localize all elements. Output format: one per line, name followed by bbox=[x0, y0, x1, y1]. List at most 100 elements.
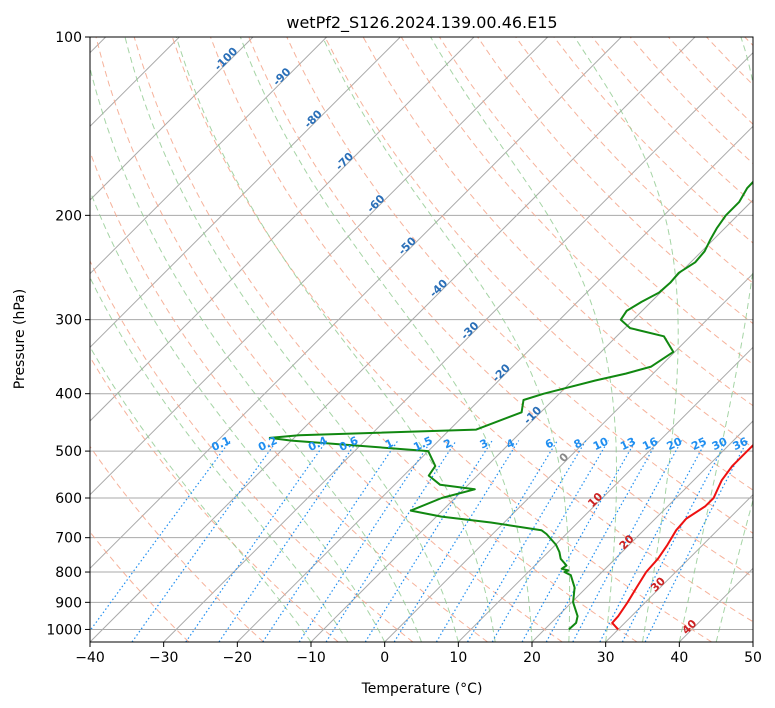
isotherm-label: -90 bbox=[270, 65, 293, 88]
isotherm-line bbox=[90, 37, 549, 496]
isotherm-label: -80 bbox=[302, 107, 325, 130]
mixing-ratio-line bbox=[521, 440, 637, 642]
isotherm-line bbox=[90, 37, 696, 642]
dry-adiabat-line bbox=[133, 37, 638, 642]
isotherm-label: -50 bbox=[396, 234, 419, 257]
moist-adiabat-line bbox=[175, 37, 496, 642]
dry-adiabat-line bbox=[553, 37, 753, 244]
x-tick-label: −20 bbox=[223, 650, 253, 666]
isotherm-line bbox=[236, 125, 753, 642]
x-tick-label: 20 bbox=[523, 650, 541, 666]
isotherm-label: 20 bbox=[617, 532, 637, 552]
axes: 0.1 0.2 0.4 0.6 1 1.5 2 3 4 6 8 10 13 16 20 25 30 36-100-… bbox=[46, 30, 762, 666]
mixing-ratio-line bbox=[466, 440, 587, 642]
mixing-ratio-label: 10 bbox=[591, 435, 611, 453]
dry-adiabat-line bbox=[324, 37, 753, 491]
y-tick-label: 600 bbox=[55, 491, 82, 507]
mixing-ratio-label: 16 bbox=[640, 435, 660, 453]
mixing-ratio-line bbox=[262, 440, 399, 642]
y-tick-label: 500 bbox=[55, 444, 82, 460]
x-tick-label: −30 bbox=[149, 650, 179, 666]
moist-adiabat-line bbox=[322, 37, 571, 642]
dry-adiabat-line bbox=[90, 259, 414, 642]
moist-adiabat-line bbox=[124, 37, 459, 642]
dry-adiabat-line bbox=[248, 37, 753, 578]
dewpoint-profile-line bbox=[268, 180, 753, 631]
isotherm-line bbox=[531, 420, 753, 642]
dry-adiabat-line bbox=[90, 445, 264, 642]
mixing-ratio-line bbox=[545, 440, 659, 642]
y-tick-label: 1000 bbox=[46, 622, 82, 638]
x-axis: −40 −30 −20 −10 0 10 20 30 40 50 bbox=[75, 642, 762, 666]
dry-adiabat-line bbox=[95, 37, 563, 642]
mixing-ratio-line bbox=[599, 440, 707, 642]
isotherm-line bbox=[90, 37, 328, 275]
isotherm-line bbox=[163, 51, 753, 642]
y-tick-label: 300 bbox=[55, 313, 82, 329]
isotherm-line bbox=[90, 37, 401, 349]
x-tick-label: 40 bbox=[670, 650, 688, 666]
isotherm-label: -40 bbox=[427, 277, 450, 300]
mixing-ratio-line bbox=[393, 440, 520, 642]
isotherm-label: 40 bbox=[679, 617, 699, 637]
x-axis-label: Temperature (°C) bbox=[361, 681, 483, 697]
dry-adiabat-line bbox=[171, 37, 712, 642]
mixing-ratio-line bbox=[621, 440, 728, 642]
isotherm-line bbox=[90, 37, 622, 570]
dry-adiabat-line bbox=[90, 356, 339, 642]
temperature-profile-line bbox=[611, 443, 753, 631]
isotherm-label: -70 bbox=[333, 150, 356, 173]
dry-adiabat-line bbox=[668, 37, 753, 125]
mixing-ratio-line bbox=[364, 440, 493, 642]
isotherm-line bbox=[457, 346, 753, 642]
moist-adiabat-line bbox=[239, 37, 533, 642]
moist-adiabat-line bbox=[90, 189, 386, 642]
dry-adiabat-line bbox=[744, 37, 753, 47]
dry-adiabat-line bbox=[515, 37, 753, 284]
mixing-ratio-label: 6 bbox=[543, 436, 556, 451]
x-tick-label: 30 bbox=[597, 650, 615, 666]
moist-adiabat-line bbox=[678, 37, 753, 642]
isotherm-line bbox=[90, 37, 475, 422]
dry-adiabat-line bbox=[591, 37, 753, 204]
moist-adiabat-line bbox=[574, 37, 679, 642]
isotherm-line bbox=[752, 641, 753, 642]
x-tick-label: −10 bbox=[296, 650, 326, 666]
mixing-ratio-line bbox=[218, 440, 358, 642]
isotherm-line bbox=[90, 37, 254, 201]
x-tick-label: 10 bbox=[449, 650, 467, 666]
mixing-ratio-label: 4 bbox=[504, 436, 517, 451]
moist-adiabat-line bbox=[430, 37, 617, 642]
mixing-ratio-label: 30 bbox=[710, 435, 730, 453]
mixing-ratio-label: 20 bbox=[665, 435, 685, 453]
isotherm-line bbox=[605, 493, 753, 642]
mixing-ratio-line bbox=[90, 440, 231, 632]
mixing-ratio-line bbox=[644, 440, 748, 642]
mixing-ratio-line bbox=[131, 440, 278, 642]
chart-title: wetPf2_S126.2024.139.00.46.E15 bbox=[286, 13, 557, 33]
x-tick-label: 50 bbox=[744, 650, 762, 666]
y-tick-label: 800 bbox=[55, 565, 82, 581]
mixing-ratio-label: 13 bbox=[618, 435, 637, 453]
dry-adiabat-line bbox=[90, 531, 190, 642]
isotherm-line bbox=[384, 272, 753, 642]
y-tick-label: 700 bbox=[55, 531, 82, 547]
moist-adiabat-line bbox=[90, 276, 349, 642]
mixing-ratio-label: 2 bbox=[442, 436, 454, 451]
mixing-ratio-line bbox=[185, 440, 328, 642]
isotherm-label: -30 bbox=[458, 319, 481, 342]
mixing-ratio-label: 25 bbox=[689, 435, 708, 453]
mixing-ratio-line bbox=[572, 440, 683, 642]
y-axis: 100 200 300 400 500 600 700 800 900 1000 bbox=[46, 30, 90, 638]
x-tick-label: −40 bbox=[75, 650, 105, 666]
mixing-ratio-line bbox=[325, 440, 457, 642]
dry-adiabat-line bbox=[286, 37, 753, 534]
moist-adiabat-line bbox=[715, 498, 753, 642]
mixing-ratio-line bbox=[435, 440, 558, 642]
mixing-ratio-label: 36 bbox=[731, 435, 751, 453]
plot-frame bbox=[89, 36, 754, 643]
isotherm-label: -100 bbox=[212, 44, 241, 73]
moist-adiabat-line bbox=[90, 65, 422, 642]
